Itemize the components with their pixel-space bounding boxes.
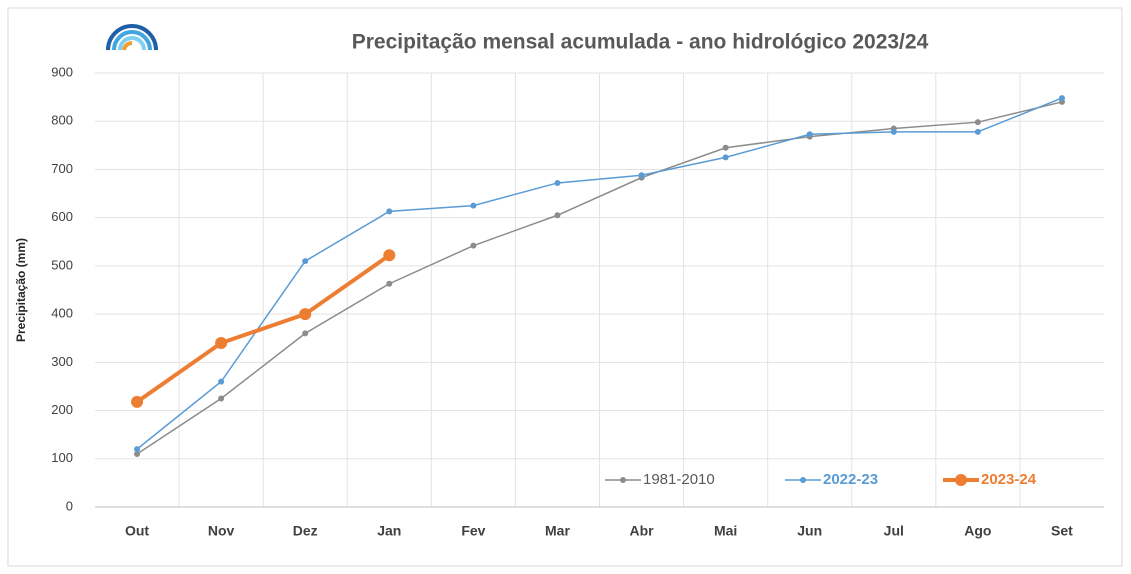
point	[554, 179, 561, 186]
x-tick-label: Nov	[208, 523, 235, 539]
logo	[106, 24, 158, 51]
point	[974, 119, 981, 126]
x-tick-label: Dez	[293, 523, 318, 539]
x-tick-label: Abr	[629, 523, 654, 539]
legend-item: 1981-2010	[605, 471, 715, 488]
series-line	[136, 101, 1063, 455]
y-tick-label: 400	[51, 306, 73, 321]
legend-marker	[620, 477, 626, 483]
point	[302, 330, 309, 337]
point	[722, 144, 729, 151]
point	[470, 242, 477, 249]
point	[134, 446, 141, 453]
y-axis-label: Precipitação (mm)	[14, 238, 28, 342]
y-tick-label: 800	[51, 113, 73, 128]
series-line	[135, 253, 391, 404]
point	[806, 131, 813, 138]
point	[974, 128, 981, 135]
point	[383, 249, 396, 262]
point	[470, 202, 477, 209]
legend-item: 2022-23	[785, 471, 878, 488]
series-line	[136, 97, 1063, 450]
point	[134, 450, 141, 457]
legend-marker	[955, 474, 967, 486]
legend-label: 1981-2010	[643, 471, 715, 488]
x-tick-label: Jul	[884, 523, 904, 539]
chart-frame	[7, 7, 1123, 567]
y-tick-label: 900	[51, 64, 73, 79]
point	[302, 258, 309, 265]
point	[1058, 95, 1065, 102]
y-tick-label: 500	[51, 257, 73, 272]
point	[890, 128, 897, 135]
x-tick-label: Jan	[377, 523, 401, 539]
point	[386, 280, 393, 287]
point	[554, 212, 561, 219]
x-tick-label: Mar	[545, 523, 570, 539]
y-tick-label: 700	[51, 161, 73, 176]
point	[386, 208, 393, 215]
point	[722, 154, 729, 161]
y-tick-label: 0	[66, 498, 73, 513]
y-tick-label: 200	[51, 402, 73, 417]
x-tick-label: Mai	[714, 523, 737, 539]
x-tick-label: Fev	[461, 523, 485, 539]
x-tick-label: Set	[1051, 523, 1073, 539]
point	[131, 395, 144, 408]
point	[638, 172, 645, 179]
x-tick-label: Out	[125, 523, 149, 539]
x-tick-label: Ago	[964, 523, 991, 539]
chart-title: Precipitação mensal acumulada - ano hidr…	[352, 31, 929, 54]
point	[218, 378, 225, 385]
y-tick-label: 300	[51, 354, 73, 369]
legend-label: 2022-23	[823, 471, 878, 488]
y-tick-label: 100	[51, 450, 73, 465]
point	[218, 395, 225, 402]
point	[215, 337, 228, 350]
y-tick-label: 600	[51, 209, 73, 224]
point	[299, 308, 312, 321]
legend-marker	[800, 477, 806, 483]
legend-item: 2023-24	[943, 471, 1037, 488]
x-tick-label: Jun	[797, 523, 822, 539]
legend-label: 2023-24	[981, 471, 1037, 488]
